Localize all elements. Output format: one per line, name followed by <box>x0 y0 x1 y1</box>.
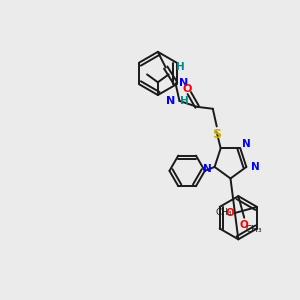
Text: O: O <box>226 208 235 218</box>
Text: CH₃: CH₃ <box>246 225 262 234</box>
Text: N: N <box>203 164 212 174</box>
Text: N: N <box>179 78 189 88</box>
Text: S: S <box>212 128 221 141</box>
Text: O: O <box>240 220 249 230</box>
Text: H: H <box>176 61 184 72</box>
Text: N: N <box>251 162 260 172</box>
Text: H: H <box>180 96 189 106</box>
Text: N: N <box>166 96 176 106</box>
Text: O: O <box>183 84 192 94</box>
Text: N: N <box>242 140 251 149</box>
Text: CH₃: CH₃ <box>215 208 232 217</box>
